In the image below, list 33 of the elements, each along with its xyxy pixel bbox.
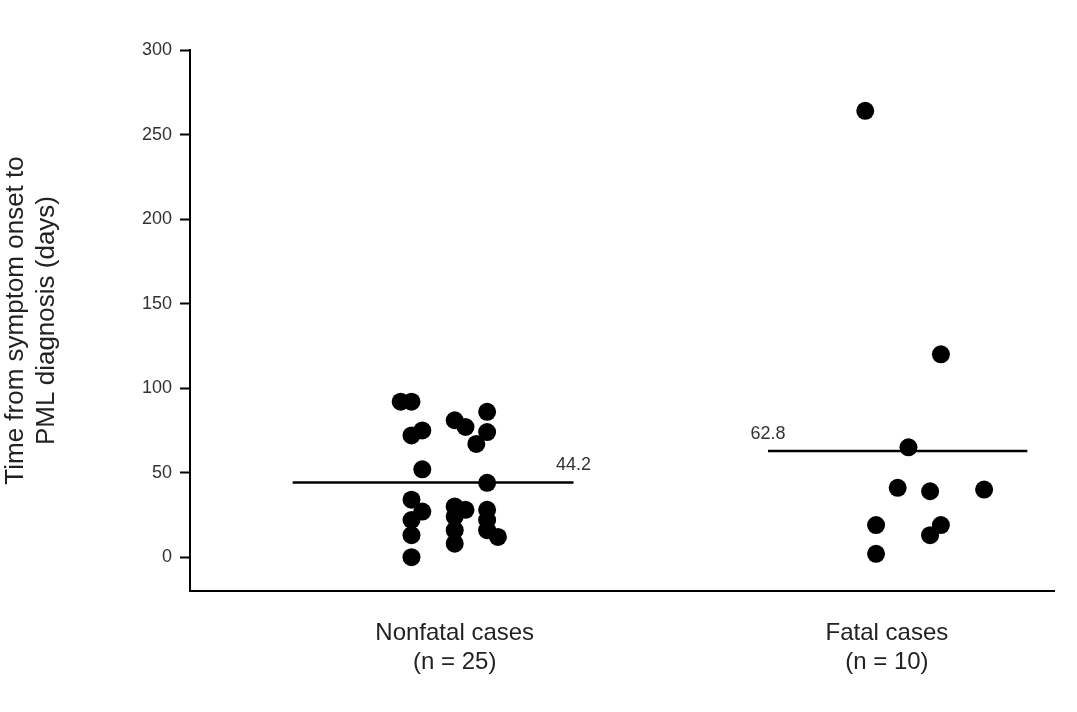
y-tick-label: 50 xyxy=(151,461,172,482)
point xyxy=(899,438,918,457)
point xyxy=(413,421,432,440)
point xyxy=(888,478,907,497)
point xyxy=(921,526,940,545)
y-tick-label: 150 xyxy=(141,292,172,313)
y-tick-label: 200 xyxy=(141,208,172,229)
point xyxy=(856,101,875,120)
point xyxy=(931,516,950,535)
point xyxy=(478,423,497,442)
point xyxy=(478,402,497,421)
point xyxy=(413,502,432,521)
point xyxy=(867,516,886,535)
point xyxy=(402,490,421,509)
point xyxy=(931,345,950,364)
point xyxy=(867,544,886,563)
point xyxy=(921,482,940,501)
point xyxy=(402,548,421,567)
x-tick-label: Nonfatal cases (n = 25) xyxy=(375,618,535,674)
point xyxy=(402,526,421,545)
data-label: 62.8 xyxy=(750,422,786,443)
y-axis-title: Time from symptom onset to PML diagnosis (days) xyxy=(0,156,60,485)
x-tick-label: Fatal cases (n = 10) xyxy=(825,618,949,674)
point xyxy=(467,434,486,453)
y-tick-label: 100 xyxy=(141,377,172,398)
point xyxy=(456,418,475,437)
point xyxy=(975,480,994,499)
point xyxy=(478,473,497,492)
y-tick-label: 0 xyxy=(161,546,172,567)
point xyxy=(413,460,432,479)
y-tick-label: 250 xyxy=(141,123,172,144)
data-label: 44.2 xyxy=(556,454,592,475)
y-tick-label: 300 xyxy=(141,38,172,59)
